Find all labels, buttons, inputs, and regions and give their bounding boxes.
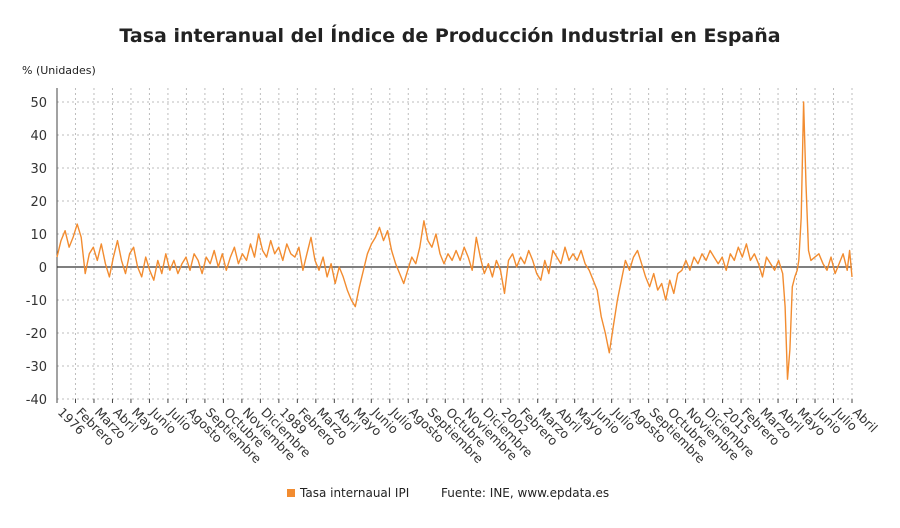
series-line-ipi: [56, 101, 853, 380]
series-layer: [56, 101, 853, 380]
y-tick-label: 0: [39, 261, 47, 276]
y-tick-label: 50: [30, 96, 47, 111]
x-axis-ticks: 1976FebreroMarzoAbrilMayoJunioJulioAgost…: [55, 399, 881, 466]
legend-swatch: [287, 489, 295, 497]
y-tick-label: 10: [30, 228, 47, 243]
y-tick-label: 40: [30, 129, 47, 144]
source-note: Fuente: INE, www.epdata.es: [441, 486, 609, 500]
legend: Tasa internaual IPI Fuente: INE, www.epd…: [287, 486, 609, 500]
y-tick-label: 30: [30, 162, 47, 177]
y-tick-label: -30: [26, 360, 47, 375]
legend-label: Tasa internaual IPI: [299, 486, 409, 500]
grid-layer: [57, 88, 853, 400]
y-tick-label: 20: [30, 195, 47, 210]
y-axis-unit-label: % (Unidades): [22, 64, 96, 77]
y-tick-label: -10: [26, 294, 47, 309]
y-tick-label: -40: [26, 393, 47, 408]
chart-title: Tasa interanual del Índice de Producción…: [119, 24, 780, 47]
y-axis-ticks: 50 40 30 20 10 0 -10 -20 -30 -40: [26, 96, 47, 408]
y-tick-label: -20: [26, 327, 47, 342]
